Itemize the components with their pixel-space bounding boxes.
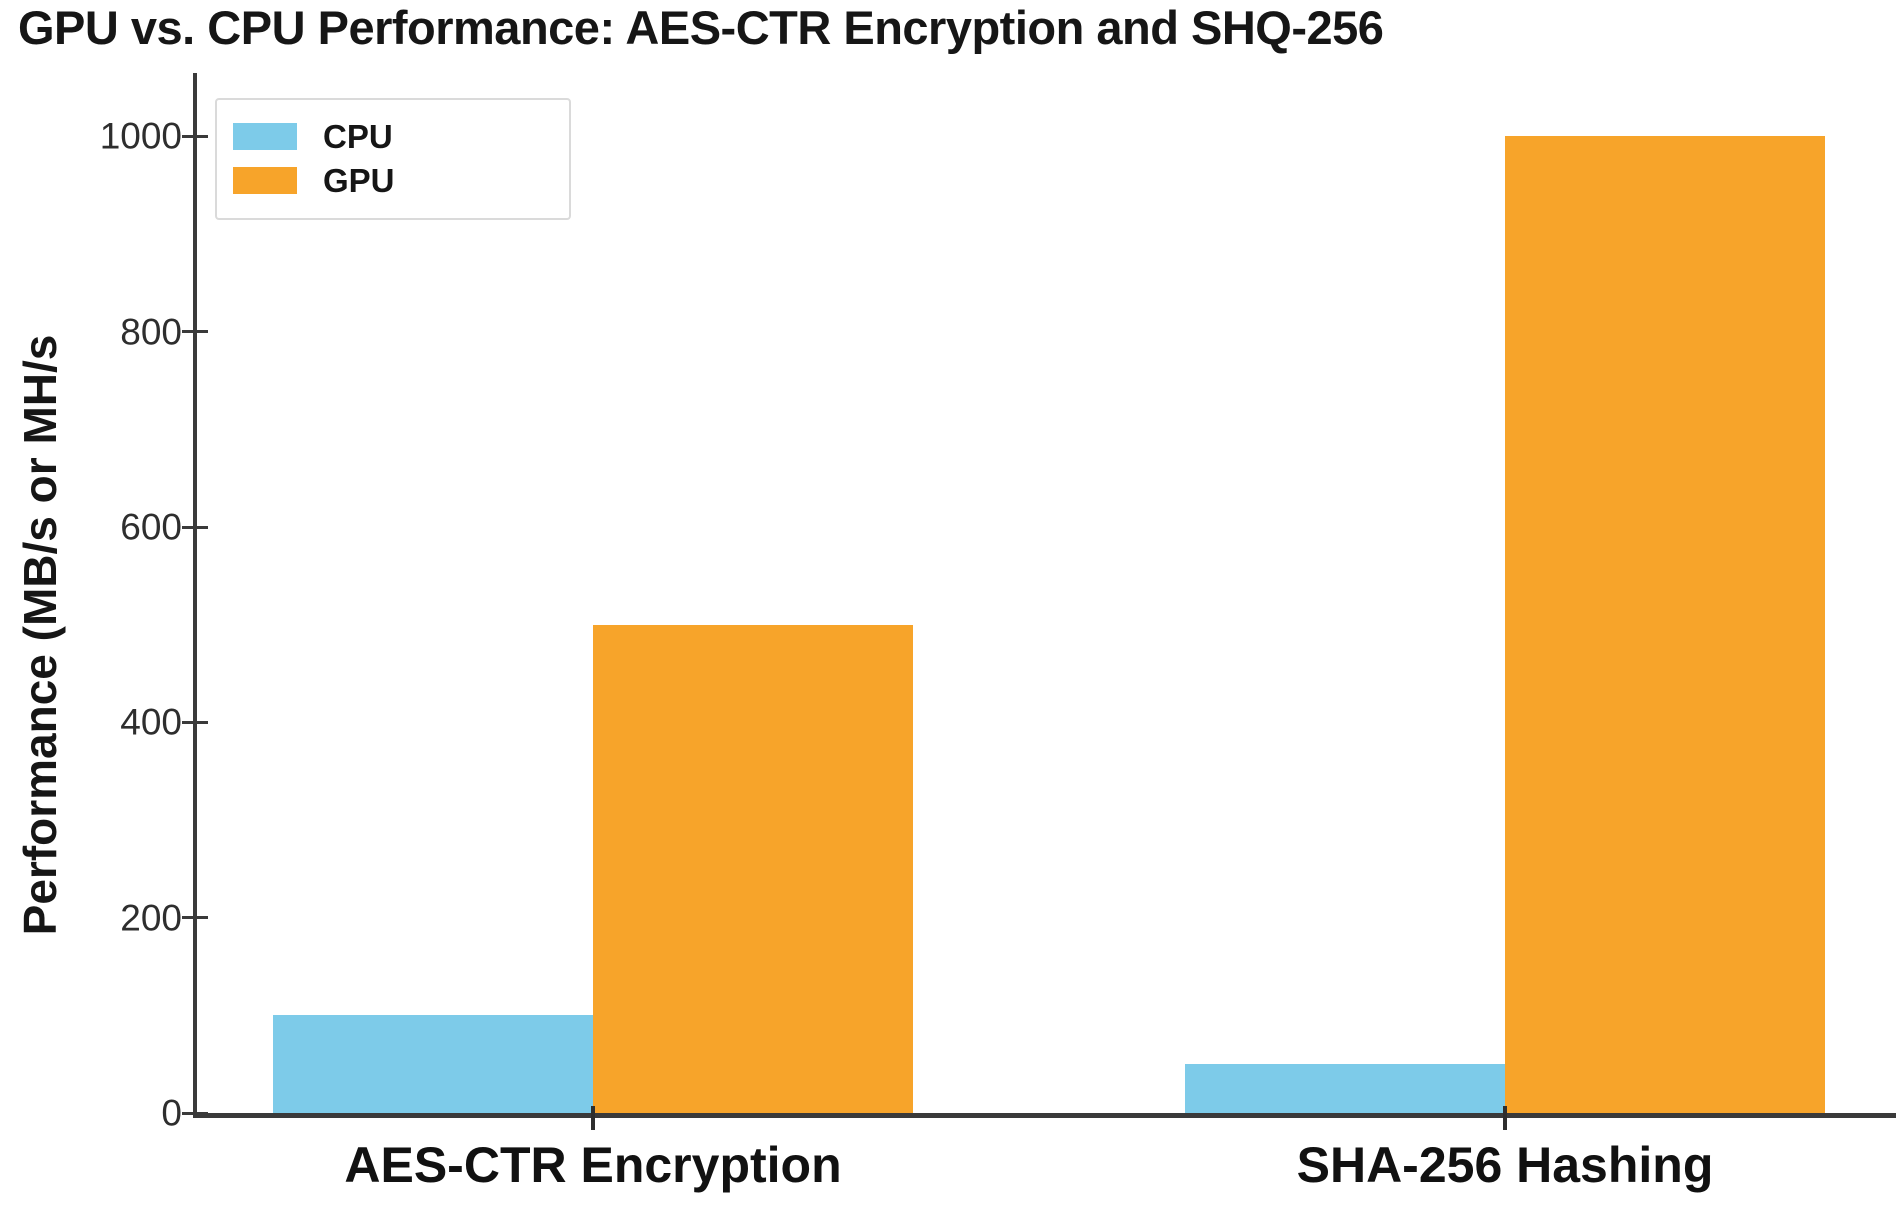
chart-title: GPU vs. CPU Performance: AES-CTR Encrypt… [18, 1, 1384, 54]
x-tick-mark-aes-ctr-encryption [591, 1106, 595, 1130]
bar-cpu-aes-ctr-encryption [273, 1015, 593, 1113]
x-axis-spine [193, 1113, 1896, 1118]
y-axis-label: Performance (MB/s or MH/s [14, 334, 66, 936]
y-tick-mark-200 [182, 916, 208, 920]
bar-cpu-sha-256-hashing [1185, 1064, 1505, 1113]
y-tick-mark-800 [182, 330, 208, 334]
plot-area: 0 200 400 600 800 1000 AES-CTR Encryption SHA-2… [100, 73, 1896, 1190]
y-tick-mark-400 [182, 720, 208, 724]
y-tick-mark-0 [182, 1111, 208, 1115]
x-tick-mark-sha-256-hashing [1503, 1106, 1507, 1130]
y-tick-mark-600 [182, 525, 208, 529]
x-category-label-sha-256-hashing: SHA-256 Hashing [1296, 1137, 1714, 1193]
legend-label-gpu: GPU [323, 161, 395, 199]
y-tick-mark-1000 [182, 134, 208, 138]
y-tick-label-0: 0 [161, 1092, 182, 1134]
y-axis-spine [193, 73, 197, 1113]
y-tick-label-600: 600 [120, 506, 182, 548]
y-tick-label-200: 200 [120, 897, 182, 939]
y-tick-label-800: 800 [120, 311, 182, 353]
y-tick-label-1000: 1000 [99, 115, 182, 157]
bar-gpu-sha-256-hashing [1505, 136, 1825, 1113]
y-tick-label-400: 400 [120, 701, 182, 743]
bar-gpu-aes-ctr-encryption [593, 624, 913, 1113]
legend-item-gpu: GPU [233, 158, 553, 202]
legend-item-cpu: CPU [233, 114, 553, 158]
x-category-label-aes-ctr-encryption: AES-CTR Encryption [344, 1137, 842, 1193]
legend-swatch-cpu [233, 122, 297, 150]
legend-swatch-gpu [233, 166, 297, 194]
legend: CPU GPU [215, 98, 571, 220]
legend-label-cpu: CPU [323, 117, 393, 155]
